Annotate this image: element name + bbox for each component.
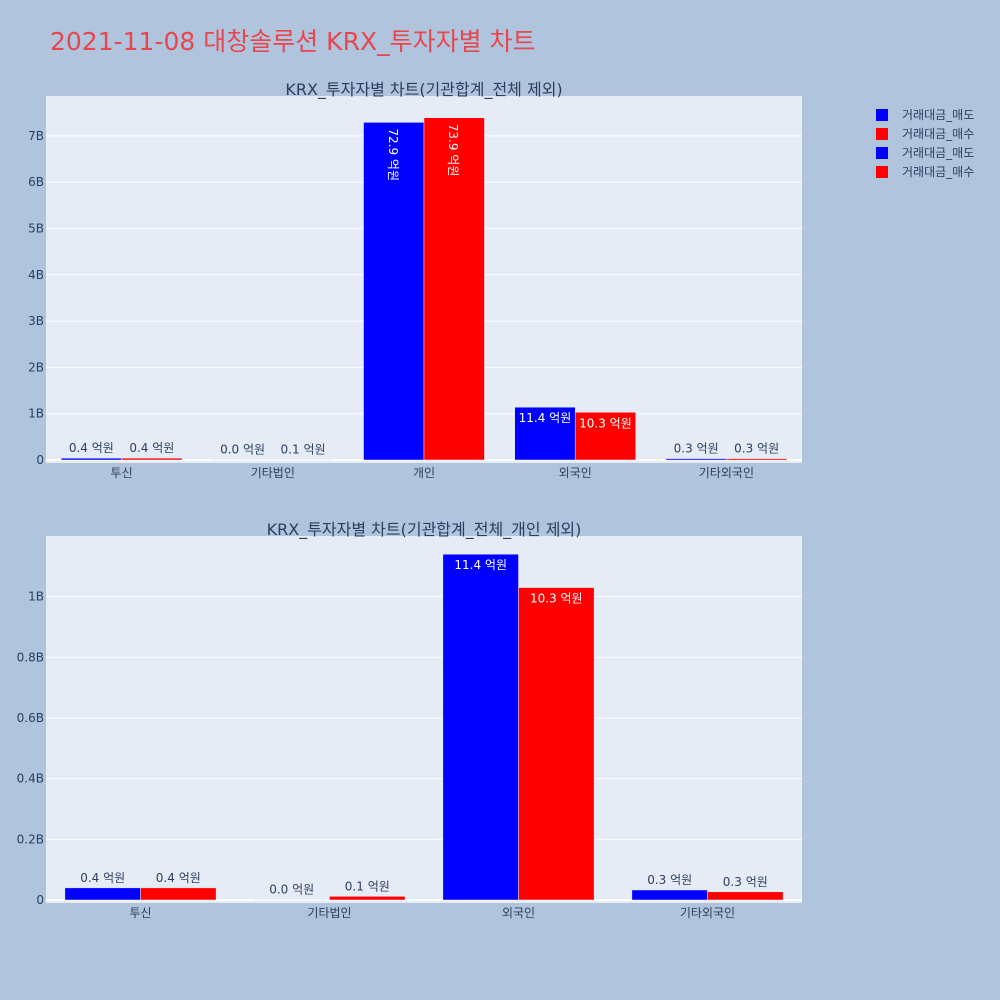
bar bbox=[514, 406, 576, 461]
bar bbox=[423, 117, 485, 461]
y-tick-label: 2B bbox=[28, 360, 44, 374]
x-tick-label: 외국인 bbox=[559, 466, 592, 480]
x-tick-label: 개인 bbox=[413, 466, 435, 480]
bar bbox=[253, 899, 330, 901]
data-label: 0.1 억원 bbox=[345, 879, 390, 893]
data-label: 0.3 억원 bbox=[723, 875, 768, 889]
chart-2: 0 0.2B 0.4B 0.6B 0.8B 1B KRX_투자자별 차트(기관합계_전체_개… bbox=[17, 520, 802, 920]
legend-swatch bbox=[876, 166, 888, 178]
bar bbox=[121, 457, 183, 461]
data-label: 0.4 억원 bbox=[69, 441, 114, 455]
data-label: 0.3 억원 bbox=[674, 442, 719, 456]
bar bbox=[707, 891, 784, 901]
chart-title: KRX_투자자별 차트(기관합계_전체 제외) bbox=[285, 80, 562, 100]
data-label: 0.3 억원 bbox=[734, 442, 779, 456]
chart-title: KRX_투자자별 차트(기관합계_전체_개인 제외) bbox=[267, 520, 582, 540]
data-label: 11.4 억원 bbox=[454, 558, 507, 572]
x-tick-label: 기타법인 bbox=[251, 466, 295, 480]
data-label: 0.3 억원 bbox=[647, 873, 692, 887]
data-label: 11.4 억원 bbox=[519, 411, 572, 425]
x-tick-label: 투신 bbox=[111, 466, 133, 480]
legend-label: 거래대금_매도 bbox=[902, 146, 974, 160]
y-tick-label: 0.2B bbox=[17, 832, 44, 846]
y-tick-label: 0.6B bbox=[17, 711, 44, 725]
bar bbox=[518, 587, 595, 901]
y-tick-label: 1B bbox=[28, 407, 44, 421]
bar bbox=[329, 896, 406, 901]
legend-swatch bbox=[876, 128, 888, 140]
legend-swatch bbox=[876, 147, 888, 159]
data-label: 72.9 억원 bbox=[386, 128, 400, 181]
legend-label: 거래대금_매수 bbox=[902, 165, 974, 179]
data-label: 0.4 억원 bbox=[156, 871, 201, 885]
y-tick-label: 0 bbox=[36, 453, 44, 467]
bar bbox=[726, 458, 788, 461]
bar bbox=[574, 412, 636, 461]
x-tick-label: 기타외국인 bbox=[680, 906, 735, 920]
bar bbox=[631, 889, 708, 901]
bar bbox=[272, 459, 334, 461]
data-label: 0.0 억원 bbox=[269, 883, 314, 897]
bar bbox=[363, 122, 425, 461]
bar bbox=[442, 553, 519, 901]
x-tick-label: 기타외국인 bbox=[699, 466, 754, 480]
data-label: 0.1 억원 bbox=[281, 443, 326, 457]
y-tick-label: 1B bbox=[28, 590, 44, 604]
bar bbox=[64, 887, 141, 901]
legend-swatch bbox=[876, 109, 888, 121]
data-label: 0.0 억원 bbox=[220, 443, 265, 457]
legend-label: 거래대금_매수 bbox=[902, 127, 974, 141]
data-label: 10.3 억원 bbox=[579, 416, 632, 430]
bar bbox=[665, 458, 727, 461]
y-tick-label: 4B bbox=[28, 268, 44, 282]
y-tick-label: 0.8B bbox=[17, 650, 44, 664]
plot-background bbox=[46, 536, 802, 903]
bar bbox=[140, 887, 217, 901]
data-label: 0.4 억원 bbox=[80, 871, 125, 885]
data-label: 10.3 억원 bbox=[530, 592, 583, 606]
y-tick-label: 0 bbox=[36, 893, 44, 907]
page-title: 2021-11-08 대창솔루션 KRX_투자자별 차트 bbox=[50, 27, 536, 56]
y-tick-label: 7B bbox=[28, 129, 44, 143]
x-tick-label: 기타법인 bbox=[307, 906, 351, 920]
y-tick-label: 5B bbox=[28, 221, 44, 235]
bar bbox=[60, 457, 122, 461]
bar bbox=[212, 459, 274, 461]
x-tick-label: 외국인 bbox=[502, 906, 535, 920]
y-tick-label: 3B bbox=[28, 314, 44, 328]
chart-1: 0 1B 2B 3B 4B 5B 6B 7B KRX_투자자별 차트(기관합계_전체 제외) 투신… bbox=[28, 80, 802, 480]
data-label: 0.4 억원 bbox=[129, 441, 174, 455]
y-tick-label: 0.4B bbox=[17, 772, 44, 786]
y-tick-label: 6B bbox=[28, 175, 44, 189]
x-tick-label: 투신 bbox=[129, 906, 151, 920]
data-label: 73.9 억원 bbox=[446, 124, 460, 177]
legend-label: 거래대금_매도 bbox=[902, 108, 974, 122]
